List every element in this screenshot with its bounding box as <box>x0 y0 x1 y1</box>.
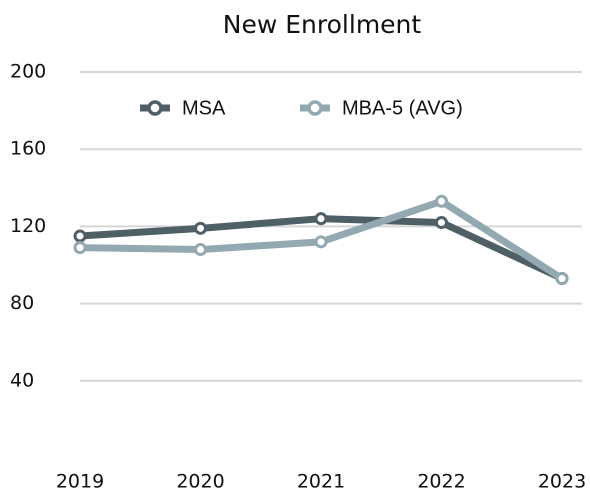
point-marker <box>555 272 569 286</box>
x-tick-label: 2023 <box>538 471 586 493</box>
legend-marker <box>307 100 323 116</box>
point-marker <box>73 229 87 243</box>
point-marker <box>314 212 328 226</box>
legend-label: MSA <box>182 97 226 119</box>
legend-item: MBA-5 (AVG) <box>300 97 463 119</box>
point-marker <box>194 243 207 257</box>
x-tick-label: 2022 <box>417 471 465 493</box>
point-marker <box>194 221 207 235</box>
y-tick-label: 80 <box>10 292 34 314</box>
x-tick-label: 2019 <box>56 471 104 493</box>
x-tick-label: 2020 <box>176 471 224 493</box>
point-marker <box>314 235 328 249</box>
y-tick-label: 40 <box>10 369 34 391</box>
chart-title: New Enrollment <box>223 10 422 39</box>
y-tick-label: 200 <box>10 61 46 83</box>
point-marker <box>435 194 448 208</box>
legend-item: MSA <box>140 97 226 119</box>
point-marker <box>73 241 87 255</box>
y-tick-label: 120 <box>10 215 46 237</box>
point-marker <box>435 216 448 230</box>
y-tick-label: 160 <box>10 138 46 160</box>
x-tick-label: 2021 <box>297 471 345 493</box>
legend-marker <box>147 100 163 116</box>
legend-label: MBA-5 (AVG) <box>342 97 463 119</box>
